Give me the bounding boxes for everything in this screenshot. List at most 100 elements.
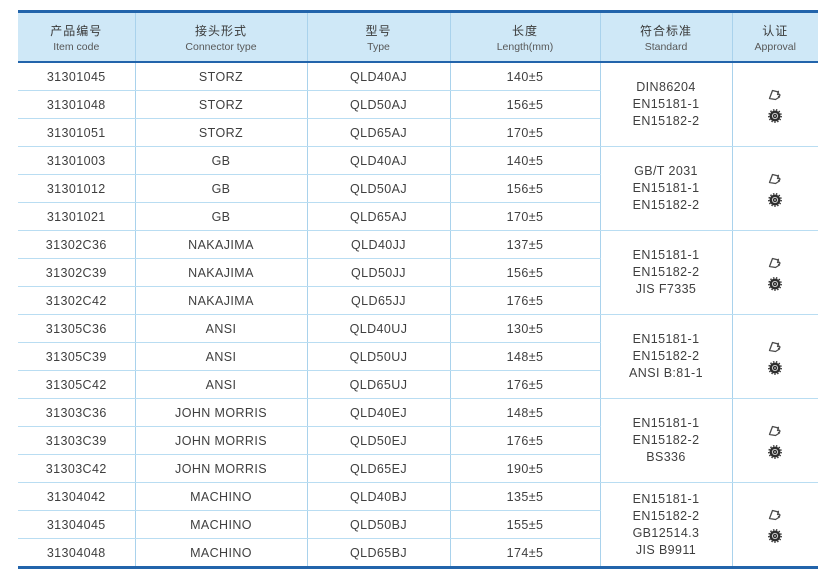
connector-type-cell: STORZ [134,62,307,91]
column-header-length: 长度 Length(mm) [449,10,600,63]
length-cell: 155±5 [449,510,600,539]
standard-line: EN15181-1 [632,181,700,195]
table-row: 31303C42 JOHN MORRIS QLD65EJ 190±5 [18,454,818,483]
table-body: 31301045 STORZ QLD40AJ 140±5 DIN86204 EN15181… [18,62,818,568]
table-header: 产品编号 Item code 接头形式 Connector type 型号 Ty… [18,10,818,63]
length-cell: 190±5 [449,454,600,483]
standard-line: GB/T 2031 [634,164,698,178]
item-code-cell: 31301021 [18,202,135,231]
table-row: 31302C42 NAKAJIMA QLD65JJ 176±5 [18,286,818,315]
standard-cell: EN15181-1 EN15182-2 GB12514.3 JIS B9911 [599,482,732,568]
certificate-stamp-icon [766,422,784,438]
connector-type-cell: JOHN MORRIS [134,454,307,483]
length-cell: 174±5 [449,538,600,568]
length-cell: 156±5 [449,174,600,203]
column-header-en: Item code [53,40,100,53]
table-row: 31305C42 ANSI QLD65UJ 176±5 [18,370,818,399]
approval-icon-stack [735,170,817,207]
type-cell: QLD65BJ [306,538,450,568]
table-row: 31301051 STORZ QLD65AJ 170±5 [18,118,818,147]
item-code-cell: 31304045 [18,510,135,539]
column-header-en: Connector type [185,40,257,53]
certificate-stamp-icon [766,86,784,102]
standard-line: EN15182-2 [632,198,700,212]
approval-cell [731,482,818,568]
type-cell: QLD65AJ [306,202,450,231]
product-table: 产品编号 Item code 接头形式 Connector type 型号 Ty… [18,10,818,569]
length-cell: 156±5 [449,258,600,287]
standard-line: DIN86204 [636,80,696,94]
column-header-zh: 认证 [762,23,789,38]
approval-icon-stack [735,422,817,459]
item-code-cell: 31301003 [18,146,135,175]
type-cell: QLD65UJ [306,370,450,399]
standard-cell: EN15181-1 EN15182-2 BS336 [599,398,732,483]
column-header-standard: 符合标准 Standard [599,10,732,63]
certificate-stamp-icon [766,506,784,522]
type-cell: QLD65JJ [306,286,450,315]
type-cell: QLD40EJ [306,398,450,427]
item-code-cell: 31301051 [18,118,135,147]
approval-cell [731,62,818,147]
column-header-item-code: 产品编号 Item code [18,10,135,63]
item-code-cell: 31301048 [18,90,135,119]
certificate-stamp-icon [766,254,784,270]
product-spec-table-wrap: 产品编号 Item code 接头形式 Connector type 型号 Ty… [18,10,818,569]
type-cell: QLD40AJ [306,62,450,91]
length-cell: 156±5 [449,90,600,119]
connector-type-cell: JOHN MORRIS [134,426,307,455]
type-cell: QLD50JJ [306,258,450,287]
connector-type-cell: NAKAJIMA [134,230,307,259]
connector-type-cell: ANSI [134,370,307,399]
type-cell: QLD40AJ [306,146,450,175]
connector-type-cell: ANSI [134,342,307,371]
type-cell: QLD65AJ [306,118,450,147]
connector-type-cell: NAKAJIMA [134,258,307,287]
length-cell: 130±5 [449,314,600,343]
standard-line: EN15182-2 [632,265,700,279]
standard-line: EN15182-2 [632,433,700,447]
connector-type-cell: GB [134,146,307,175]
length-cell: 176±5 [449,370,600,399]
standard-line: EN15181-1 [632,416,700,430]
item-code-cell: 31304042 [18,482,135,511]
type-cell: QLD40JJ [306,230,450,259]
connector-type-cell: GB [134,174,307,203]
item-code-cell: 31301045 [18,62,135,91]
standard-cell: EN15181-1 EN15182-2 JIS F7335 [599,230,732,315]
type-cell: QLD40BJ [306,482,450,511]
connector-type-cell: STORZ [134,118,307,147]
item-code-cell: 31302C39 [18,258,135,287]
length-cell: 176±5 [449,426,600,455]
type-cell: QLD50BJ [306,510,450,539]
table-row: 31304048 MACHINO QLD65BJ 174±5 [18,538,818,568]
standard-line: EN15181-1 [632,332,700,346]
certification-seal-icon [768,109,783,123]
item-code-cell: 31302C36 [18,230,135,259]
approval-cell [731,230,818,315]
length-cell: 137±5 [449,230,600,259]
certification-seal-icon [768,529,783,543]
table-row: 31301048 STORZ QLD50AJ 156±5 [18,90,818,119]
standard-line: EN15182-2 [632,508,700,523]
certification-seal-icon [768,445,783,459]
table-row: 31301012 GB QLD50AJ 156±5 [18,174,818,203]
certification-seal-icon [768,361,783,375]
approval-icon-stack [735,338,817,375]
type-cell: QLD50AJ [306,174,450,203]
column-header-zh: 产品编号 [50,23,103,38]
table-row: 31301003 GB QLD40AJ 140±5 GB/T 2031 EN15181-1… [18,146,818,231]
approval-icon-stack [735,506,817,543]
standard-cell: GB/T 2031 EN15181-1 EN15182-2 [599,146,732,231]
length-cell: 148±5 [449,398,600,427]
standard-line: EN15181-1 [632,248,700,262]
connector-type-cell: ANSI [134,314,307,343]
connector-type-cell: MACHINO [134,482,307,511]
length-cell: 170±5 [449,118,600,147]
length-cell: 140±5 [449,62,600,91]
table-row: 31304042 MACHINO QLD40BJ 135±5 EN15181-1 EN15… [18,482,818,568]
item-code-cell: 31305C39 [18,342,135,371]
column-header-zh: 型号 [365,23,392,38]
standard-line: JIS F7335 [635,282,697,296]
certification-seal-icon [768,193,783,207]
